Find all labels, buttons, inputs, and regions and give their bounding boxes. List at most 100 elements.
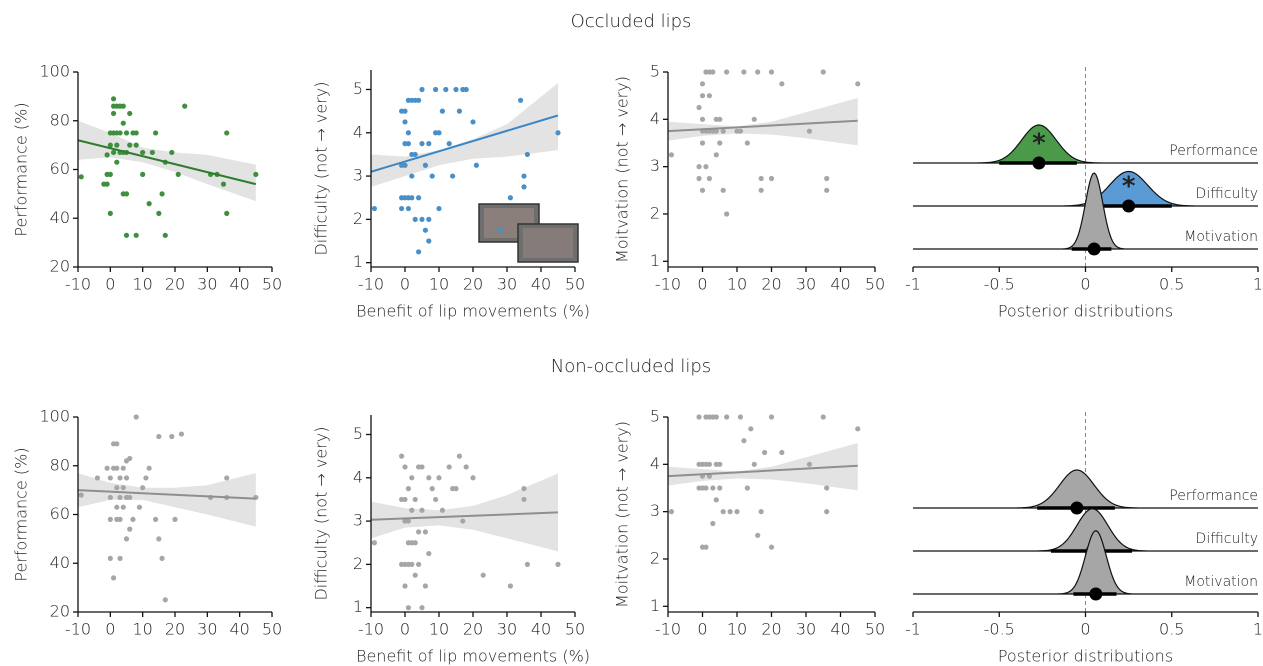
point (402, 119, 408, 125)
point (117, 555, 123, 561)
point (107, 142, 113, 148)
point (696, 175, 702, 182)
point (744, 485, 750, 491)
x-tick-label: 20 (165, 275, 185, 294)
point (720, 187, 726, 193)
y-tick-label: 5 (650, 407, 660, 426)
y-tick-label: 4 (353, 122, 363, 141)
point (405, 518, 411, 524)
point (120, 485, 126, 491)
x-tick-label: 50 (565, 275, 585, 294)
x-tick-label: 40 (830, 275, 850, 294)
point (146, 201, 152, 207)
x-tick-label: 40 (229, 620, 249, 639)
row-title: Occluded lips (571, 11, 692, 32)
x-axis-label: Benefit of lip movements (%) (356, 302, 590, 321)
x-tick-label: -10 (65, 620, 91, 639)
x-tick-label: -10 (358, 275, 384, 294)
point (426, 216, 432, 222)
point (824, 485, 830, 491)
point (439, 108, 445, 114)
point (741, 438, 747, 444)
point (224, 475, 230, 481)
x-axis-label: Posterior distributions (998, 647, 1173, 666)
x-tick-label: 30 (497, 620, 517, 639)
point (405, 605, 411, 611)
y-axis-label: Difficulty (not → very) (312, 426, 331, 600)
point (436, 130, 442, 136)
point (758, 509, 764, 515)
point (130, 516, 136, 522)
fit-line (77, 489, 256, 500)
point (755, 532, 761, 538)
point (409, 507, 415, 513)
point (419, 605, 425, 611)
point (436, 205, 442, 212)
point (439, 507, 445, 513)
point (371, 205, 377, 212)
x-tick-label: 40 (531, 620, 551, 639)
point (402, 162, 408, 168)
point (521, 184, 527, 190)
x-tick-label: 40 (830, 620, 850, 639)
point (409, 475, 415, 481)
point (751, 461, 757, 467)
point (480, 572, 486, 578)
y-tick-label: 2 (353, 209, 363, 228)
x-tick-label: 0.5 (1159, 275, 1184, 294)
x-tick-label: 30 (497, 275, 517, 294)
x-tick-label: -10 (655, 620, 681, 639)
point (422, 529, 428, 535)
point (470, 475, 476, 481)
point (172, 516, 178, 522)
point (524, 151, 531, 158)
x-tick-label: 10 (429, 620, 449, 639)
point (422, 583, 428, 589)
point (724, 414, 730, 420)
point (755, 69, 761, 75)
point (768, 414, 775, 420)
x-tick-label: 50 (262, 275, 282, 294)
point (117, 516, 123, 522)
point (114, 441, 120, 447)
point (820, 69, 826, 75)
y-tick-label: 1 (353, 252, 363, 271)
point (140, 149, 146, 156)
point (409, 195, 415, 201)
series-label: Difficulty (1196, 186, 1258, 202)
point (156, 536, 162, 542)
point (696, 164, 702, 170)
x-tick-label: -1 (905, 620, 921, 639)
x-tick-label: 20 (761, 620, 781, 639)
y-tick-label: 3 (650, 501, 660, 520)
y-tick-label: 1 (650, 251, 660, 270)
point (758, 187, 764, 193)
point (153, 130, 159, 136)
x-tick-label: 20 (463, 620, 483, 639)
x-tick-label: 30 (796, 620, 816, 639)
point (133, 130, 139, 136)
y-tick-label: 4 (650, 109, 660, 128)
fit-line (667, 119, 858, 133)
mean-dot (1070, 501, 1084, 515)
point (768, 544, 775, 550)
point (497, 227, 503, 233)
series-label: Motivation (1184, 229, 1258, 245)
density (913, 172, 1258, 250)
y-tick-label: 4 (353, 467, 363, 486)
y-tick-label: 40 (50, 208, 70, 227)
y-tick-label: 80 (50, 455, 70, 474)
point (402, 464, 408, 470)
density (913, 469, 1258, 509)
x-tick-label: 0 (400, 275, 410, 294)
x-tick-label: 10 (132, 620, 152, 639)
point (717, 116, 723, 122)
point (123, 536, 130, 542)
point (175, 171, 181, 177)
point (460, 518, 466, 524)
point (127, 494, 133, 501)
point (768, 69, 775, 75)
point (806, 128, 813, 134)
point (405, 130, 411, 136)
point (737, 414, 744, 420)
